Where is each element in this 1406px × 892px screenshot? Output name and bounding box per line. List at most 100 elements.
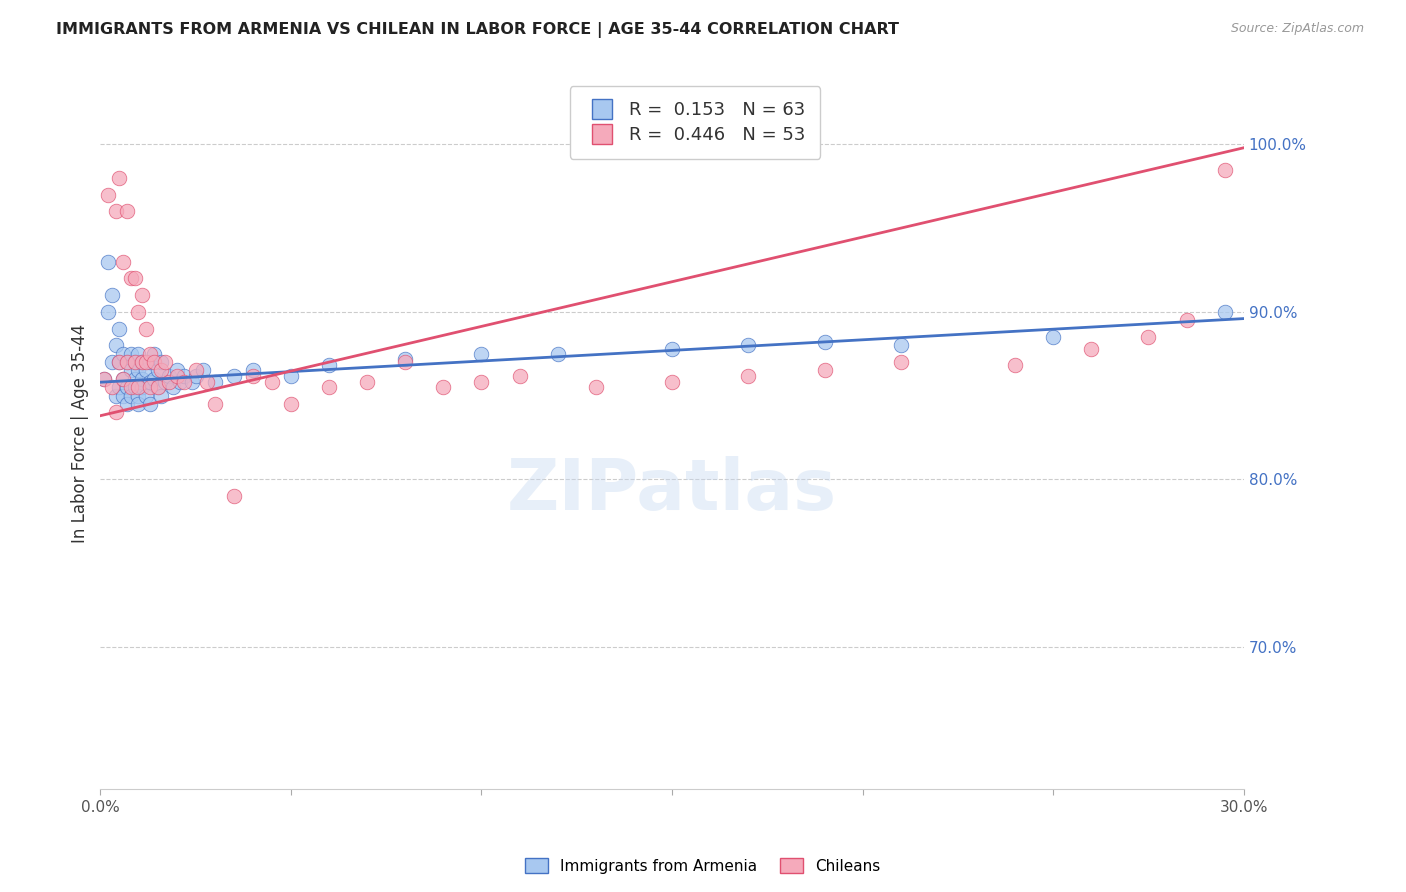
Point bbox=[813, 363, 835, 377]
Point bbox=[193, 363, 215, 377]
Point bbox=[222, 489, 245, 503]
Point bbox=[127, 397, 149, 411]
Point bbox=[108, 355, 131, 369]
Point bbox=[127, 389, 149, 403]
Point bbox=[142, 347, 165, 361]
Point bbox=[131, 355, 153, 369]
Text: Source: ZipAtlas.com: Source: ZipAtlas.com bbox=[1230, 22, 1364, 36]
Point bbox=[124, 271, 146, 285]
Point bbox=[222, 368, 245, 383]
Point bbox=[356, 375, 378, 389]
Point bbox=[131, 288, 153, 302]
Point bbox=[470, 347, 492, 361]
Point bbox=[204, 375, 226, 389]
Point bbox=[157, 368, 180, 383]
Point bbox=[394, 355, 416, 369]
Point bbox=[1042, 330, 1064, 344]
Point bbox=[120, 271, 142, 285]
Point bbox=[394, 351, 416, 366]
Point bbox=[166, 368, 188, 383]
Point bbox=[260, 375, 283, 389]
Point bbox=[737, 338, 759, 352]
Point bbox=[112, 347, 135, 361]
Point bbox=[180, 375, 202, 389]
Point bbox=[184, 363, 207, 377]
Point bbox=[101, 380, 124, 394]
Point bbox=[115, 355, 138, 369]
Point bbox=[108, 380, 131, 394]
Point bbox=[108, 321, 131, 335]
Point bbox=[153, 355, 176, 369]
Point bbox=[813, 334, 835, 349]
Point bbox=[142, 355, 165, 369]
Point bbox=[97, 187, 120, 202]
Point bbox=[318, 380, 340, 394]
Point bbox=[127, 380, 149, 394]
Point bbox=[184, 368, 207, 383]
Point bbox=[104, 389, 127, 403]
Point bbox=[1080, 342, 1102, 356]
Point bbox=[124, 355, 146, 369]
Point bbox=[127, 305, 149, 319]
Point bbox=[97, 254, 120, 268]
Point bbox=[585, 380, 607, 394]
Point bbox=[280, 368, 302, 383]
Point bbox=[108, 170, 131, 185]
Point bbox=[97, 305, 120, 319]
Point bbox=[104, 204, 127, 219]
Point bbox=[1004, 359, 1026, 373]
Point bbox=[195, 375, 218, 389]
Point bbox=[890, 355, 912, 369]
Point bbox=[169, 375, 191, 389]
Point bbox=[547, 347, 569, 361]
Point bbox=[120, 363, 142, 377]
Point bbox=[112, 389, 135, 403]
Point bbox=[142, 372, 165, 386]
Point bbox=[124, 380, 146, 394]
Point bbox=[112, 254, 135, 268]
Point bbox=[280, 397, 302, 411]
Point bbox=[146, 363, 169, 377]
Point bbox=[135, 355, 157, 369]
Point bbox=[101, 288, 124, 302]
Point bbox=[661, 342, 683, 356]
Point bbox=[1137, 330, 1160, 344]
Point bbox=[661, 375, 683, 389]
Legend: Immigrants from Armenia, Chileans: Immigrants from Armenia, Chileans bbox=[519, 852, 887, 880]
Point bbox=[139, 375, 162, 389]
Point bbox=[93, 372, 115, 386]
Point bbox=[135, 363, 157, 377]
Point bbox=[150, 355, 173, 369]
Point bbox=[153, 375, 176, 389]
Point bbox=[112, 372, 135, 386]
Point bbox=[115, 204, 138, 219]
Text: IMMIGRANTS FROM ARMENIA VS CHILEAN IN LABOR FORCE | AGE 35-44 CORRELATION CHART: IMMIGRANTS FROM ARMENIA VS CHILEAN IN LA… bbox=[56, 22, 900, 38]
Point bbox=[470, 375, 492, 389]
Point bbox=[173, 375, 195, 389]
Point bbox=[135, 389, 157, 403]
Point bbox=[124, 372, 146, 386]
Point bbox=[101, 355, 124, 369]
Point bbox=[139, 355, 162, 369]
Point bbox=[150, 389, 173, 403]
Point bbox=[204, 397, 226, 411]
Legend: R =  0.153   N = 63, R =  0.446   N = 53: R = 0.153 N = 63, R = 0.446 N = 53 bbox=[569, 87, 820, 159]
Point bbox=[509, 368, 531, 383]
Point bbox=[173, 368, 195, 383]
Point bbox=[124, 355, 146, 369]
Point bbox=[166, 363, 188, 377]
Point bbox=[157, 375, 180, 389]
Point bbox=[318, 359, 340, 373]
Point bbox=[1175, 313, 1198, 327]
Point bbox=[120, 347, 142, 361]
Point bbox=[146, 380, 169, 394]
Point bbox=[139, 380, 162, 394]
Point bbox=[104, 405, 127, 419]
Point bbox=[162, 380, 184, 394]
Point bbox=[242, 363, 264, 377]
Point bbox=[115, 380, 138, 394]
Point bbox=[1213, 162, 1236, 177]
Point bbox=[112, 372, 135, 386]
Point bbox=[115, 397, 138, 411]
Point bbox=[242, 368, 264, 383]
